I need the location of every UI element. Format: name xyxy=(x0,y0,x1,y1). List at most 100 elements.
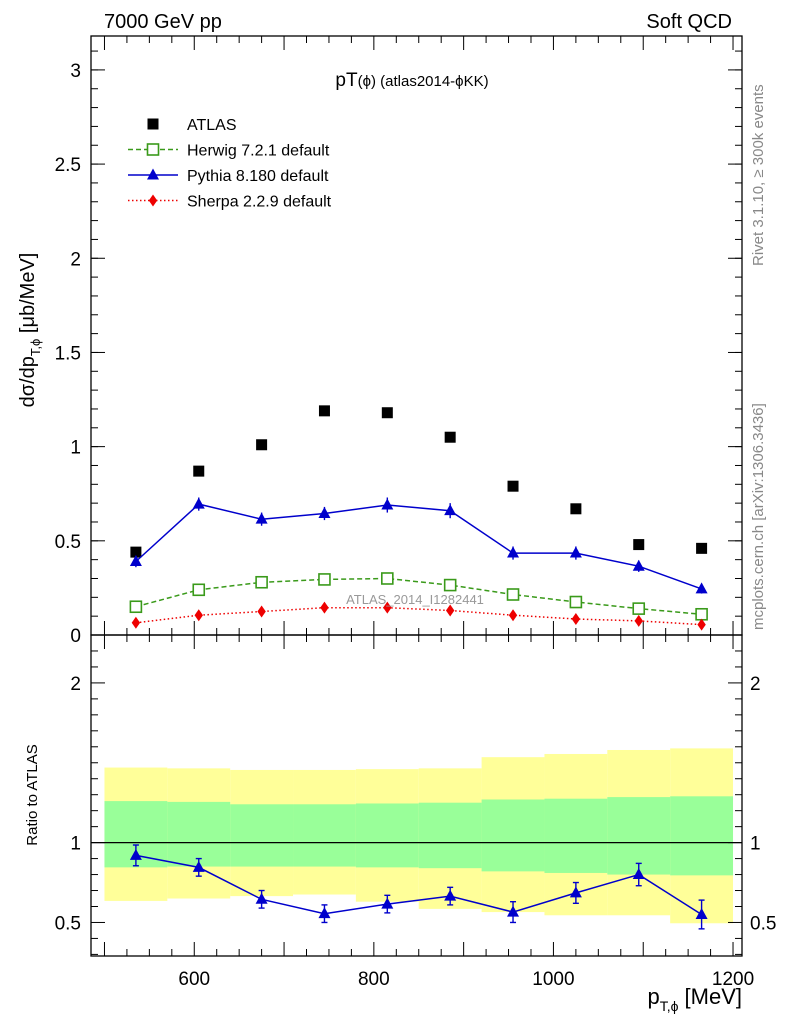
y-tick-label: 1.5 xyxy=(55,343,81,364)
y-tick-label: 1 xyxy=(70,438,81,459)
uncertainty-band-inner xyxy=(293,804,356,867)
x-axis-label: pT,ϕ [MeV] xyxy=(647,984,742,1014)
data-point xyxy=(255,575,268,589)
uncertainty-band-inner xyxy=(607,797,671,875)
uncertainty-band-inner xyxy=(167,801,231,867)
ratio-series-pythia xyxy=(129,844,708,930)
y-tick-label-right: 0.5 xyxy=(750,913,776,934)
plot-title-sub: (ϕ) (atlas2014-ϕKK) xyxy=(358,73,489,90)
svg-text:pT(ϕ) (atlas2014-ϕKK): pT(ϕ) (atlas2014-ϕKK) xyxy=(335,70,488,91)
data-point xyxy=(697,618,706,631)
data-point xyxy=(632,602,646,615)
data-point xyxy=(634,614,643,627)
series-line xyxy=(135,606,702,626)
data-point xyxy=(318,573,331,586)
series-sherpa xyxy=(131,601,706,631)
data-point xyxy=(571,612,581,625)
data-point xyxy=(381,572,394,585)
ratio-frame xyxy=(90,634,743,957)
data-point xyxy=(194,609,203,622)
y-tick-label: 2 xyxy=(70,249,81,270)
data-point xyxy=(318,507,331,519)
plot-title-main: pT xyxy=(335,70,358,91)
legend-marker xyxy=(148,194,158,207)
data-point xyxy=(129,555,142,567)
data-point xyxy=(383,601,392,614)
data-point xyxy=(507,905,520,917)
uncertainty-band-inner xyxy=(230,804,294,867)
series-line xyxy=(135,503,702,590)
data-point xyxy=(192,860,205,872)
x-tick-label: 1200 xyxy=(712,969,754,990)
legend-entry: Sherpa 2.2.9 default xyxy=(128,194,332,211)
rivet-label: Rivet 3.1.10, ≥ 300k events xyxy=(750,84,767,266)
data-point xyxy=(129,848,142,860)
data-point xyxy=(445,604,455,617)
series-atlas xyxy=(130,405,708,558)
y-tick-label: 0.5 xyxy=(55,913,81,934)
uncertainty-band-inner xyxy=(670,796,734,876)
series-line xyxy=(135,854,703,916)
uncertainty-band-inner xyxy=(418,802,482,869)
data-point xyxy=(569,886,582,898)
y-tick-label: 0.5 xyxy=(55,532,81,553)
legend-marker xyxy=(147,118,159,130)
data-point xyxy=(632,559,645,571)
series-line xyxy=(135,577,702,616)
mcplots-label: mcplots.cern.ch [arXiv:1306.3436] xyxy=(750,403,767,630)
data-point xyxy=(570,503,582,515)
x-tick-label: 1000 xyxy=(532,969,574,990)
data-point xyxy=(695,607,708,621)
y-tick-label: 0 xyxy=(70,626,81,647)
data-point xyxy=(444,889,457,901)
legend: ATLAS Herwig 7.2.1 default Pythia 8.180 de… xyxy=(128,117,332,211)
legend-entry: ATLAS xyxy=(147,117,237,134)
data-point xyxy=(192,497,205,509)
y-tick-label-right: 2 xyxy=(750,674,761,695)
data-point xyxy=(257,605,266,618)
y-tick-label: 2 xyxy=(70,674,81,695)
data-point xyxy=(255,892,268,904)
data-point xyxy=(508,609,518,622)
data-point xyxy=(507,546,520,558)
watermark: ATLAS_2014_I1282441 xyxy=(346,592,484,607)
legend-entry: Pythia 8.180 default xyxy=(128,168,329,185)
data-point xyxy=(193,465,205,477)
y-tick-label: 3 xyxy=(70,61,81,82)
data-point xyxy=(569,546,582,558)
series-pythia xyxy=(129,497,708,594)
y-tick-label: 2.5 xyxy=(55,155,81,176)
process-label: Soft QCD xyxy=(646,11,732,33)
legend-label: Pythia 8.180 default xyxy=(187,168,329,185)
data-point xyxy=(129,600,143,614)
x-tick-label: 600 xyxy=(178,969,210,990)
data-point xyxy=(318,907,331,919)
data-point xyxy=(695,582,708,594)
legend-label: ATLAS xyxy=(187,117,237,134)
data-point xyxy=(320,601,329,614)
data-point xyxy=(444,431,456,443)
series-herwig xyxy=(129,572,708,621)
energy-label: 7000 GeV pp xyxy=(104,11,222,33)
data-point xyxy=(632,868,645,880)
uncertainty-band-inner xyxy=(544,798,608,873)
legend-marker xyxy=(147,168,159,180)
data-point xyxy=(443,578,457,592)
uncertainty-band-inner xyxy=(355,803,419,868)
data-point xyxy=(381,498,394,510)
main-y-axis-label: dσ/dpT,ϕ [μb/MeV] xyxy=(17,253,43,408)
y-tick-label: 1 xyxy=(70,834,81,855)
legend-entry: Herwig 7.2.1 default xyxy=(128,143,330,160)
data-point xyxy=(381,897,394,909)
data-point xyxy=(256,439,268,451)
y-tick-label-right: 1 xyxy=(750,834,761,855)
uncertainty-band-inner xyxy=(481,799,545,872)
data-point xyxy=(695,907,708,919)
ratio-panel: 0.5 1 2 600 800 1000 1200 0.5 1 2 xyxy=(55,634,776,990)
legend-label: Herwig 7.2.1 default xyxy=(187,143,330,160)
ratio-y-axis-label: Ratio to ATLAS xyxy=(24,744,41,845)
data-point xyxy=(507,480,519,492)
main-panel: 0 0.5 1 1.5 2 2.5 3 xyxy=(55,35,743,647)
data-point xyxy=(192,583,206,597)
